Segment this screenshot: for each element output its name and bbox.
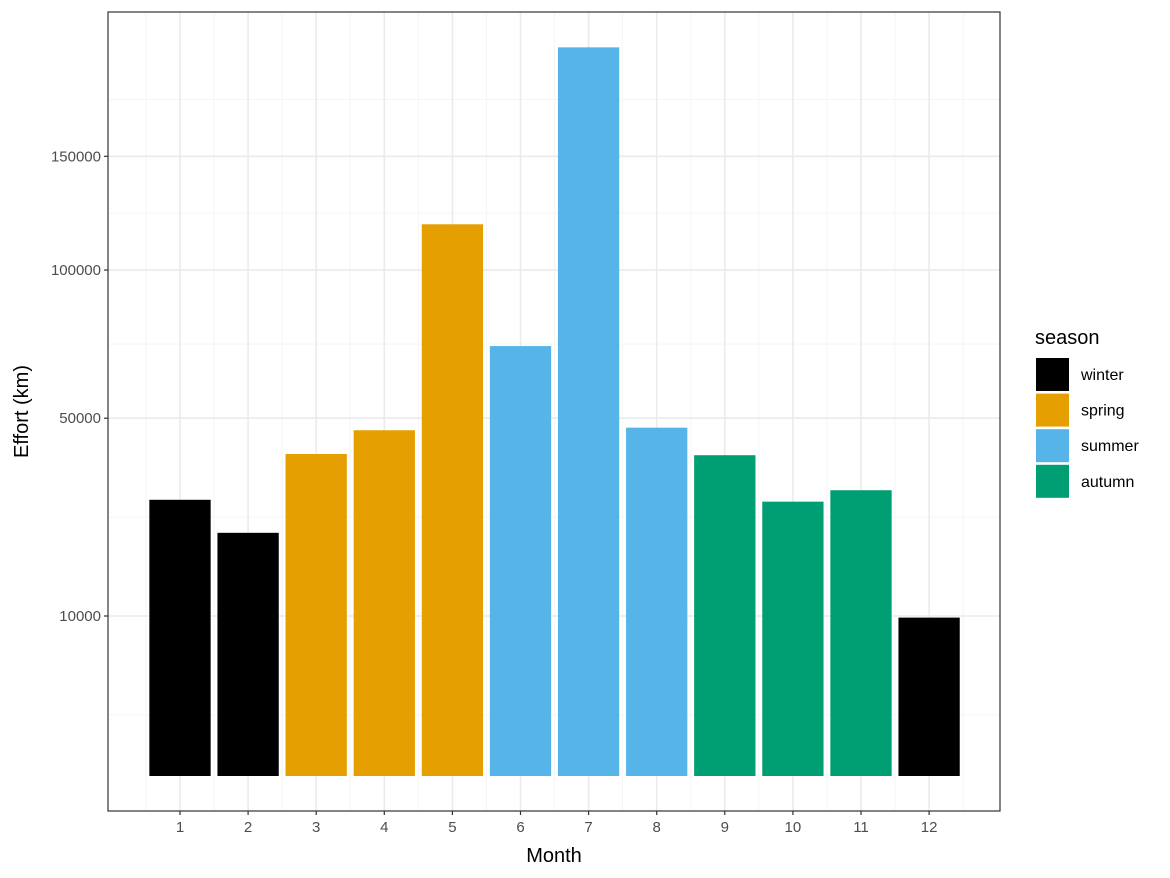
bar-month-10 — [762, 501, 824, 776]
legend-label-autumn: autumn — [1081, 474, 1134, 491]
y-tick-label: 100000 — [51, 262, 101, 279]
x-axis-title: Month — [526, 845, 582, 867]
x-tick-label: 10 — [785, 819, 802, 836]
legend-key-summer — [1036, 429, 1069, 463]
x-tick-label: 7 — [584, 819, 592, 836]
x-axis: 1 2 3 4 5 6 7 8 9 10 11 12 — [176, 811, 938, 836]
legend: season winter spring summer autumn — [1035, 327, 1139, 498]
x-tick-label: 3 — [312, 819, 320, 836]
x-tick-label: 2 — [244, 819, 252, 836]
bar-month-2 — [217, 532, 279, 776]
panel-border — [107, 11, 1001, 812]
y-tick-label: 50000 — [59, 410, 101, 427]
x-tick-label: 8 — [653, 819, 661, 836]
bars — [149, 47, 960, 777]
y-tick-label: 150000 — [51, 148, 101, 165]
legend-title: season — [1035, 327, 1100, 349]
x-tick-label: 6 — [516, 819, 524, 836]
bar-month-5 — [421, 224, 484, 777]
x-tick-label: 12 — [921, 819, 938, 836]
x-tick-label: 4 — [380, 819, 388, 836]
bar-month-3 — [285, 454, 347, 776]
bar-month-6 — [489, 346, 552, 776]
bar-month-4 — [353, 430, 415, 776]
legend-key-winter — [1036, 358, 1069, 391]
legend-label-spring: spring — [1081, 403, 1125, 420]
y-axis: 10000 50000 100000 150000 — [51, 148, 108, 625]
bar-month-9 — [694, 455, 756, 776]
x-tick-label: 1 — [176, 819, 184, 836]
y-tick-label: 10000 — [59, 608, 101, 625]
x-tick-label: 5 — [448, 819, 456, 836]
y-axis-title: Effort (km) — [11, 365, 33, 458]
bar-month-12 — [898, 617, 960, 776]
bar-month-1 — [149, 499, 211, 776]
legend-label-summer: summer — [1081, 438, 1139, 455]
legend-key-spring — [1036, 393, 1069, 427]
bar-month-7 — [557, 47, 620, 777]
bar-month-11 — [830, 490, 892, 776]
bar-month-8 — [626, 427, 688, 776]
legend-label-winter: winter — [1080, 367, 1124, 384]
x-tick-label: 11 — [853, 819, 869, 836]
x-tick-label: 9 — [721, 819, 729, 836]
legend-key-autumn — [1036, 464, 1069, 498]
